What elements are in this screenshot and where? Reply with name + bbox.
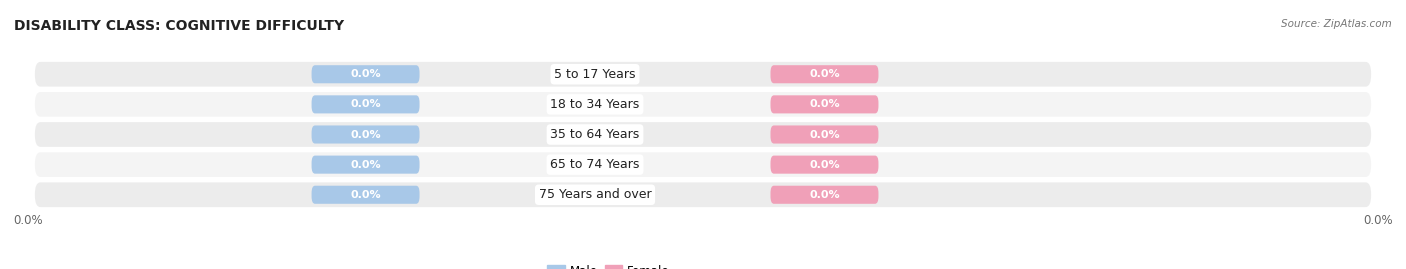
FancyBboxPatch shape bbox=[35, 122, 1371, 147]
FancyBboxPatch shape bbox=[770, 65, 879, 83]
FancyBboxPatch shape bbox=[35, 62, 1371, 87]
Text: Source: ZipAtlas.com: Source: ZipAtlas.com bbox=[1281, 19, 1392, 29]
Text: 0.0%: 0.0% bbox=[350, 190, 381, 200]
FancyBboxPatch shape bbox=[35, 92, 1371, 117]
FancyBboxPatch shape bbox=[770, 95, 879, 114]
Legend: Male, Female: Male, Female bbox=[543, 260, 675, 269]
FancyBboxPatch shape bbox=[312, 125, 419, 144]
Text: 0.0%: 0.0% bbox=[350, 99, 381, 109]
FancyBboxPatch shape bbox=[312, 65, 419, 83]
Text: 35 to 64 Years: 35 to 64 Years bbox=[550, 128, 640, 141]
Text: 0.0%: 0.0% bbox=[350, 69, 381, 79]
Text: 0.0%: 0.0% bbox=[350, 129, 381, 140]
Text: 75 Years and over: 75 Years and over bbox=[538, 188, 651, 201]
Text: 0.0%: 0.0% bbox=[810, 99, 839, 109]
FancyBboxPatch shape bbox=[35, 152, 1371, 177]
Text: 0.0%: 0.0% bbox=[810, 160, 839, 170]
Text: 65 to 74 Years: 65 to 74 Years bbox=[550, 158, 640, 171]
Text: 18 to 34 Years: 18 to 34 Years bbox=[550, 98, 640, 111]
FancyBboxPatch shape bbox=[770, 155, 879, 174]
Text: 0.0%: 0.0% bbox=[810, 190, 839, 200]
Text: 0.0%: 0.0% bbox=[810, 129, 839, 140]
Text: DISABILITY CLASS: COGNITIVE DIFFICULTY: DISABILITY CLASS: COGNITIVE DIFFICULTY bbox=[14, 19, 344, 33]
FancyBboxPatch shape bbox=[770, 186, 879, 204]
Text: 5 to 17 Years: 5 to 17 Years bbox=[554, 68, 636, 81]
FancyBboxPatch shape bbox=[312, 155, 419, 174]
FancyBboxPatch shape bbox=[770, 125, 879, 144]
FancyBboxPatch shape bbox=[312, 95, 419, 114]
FancyBboxPatch shape bbox=[35, 182, 1371, 207]
Text: 0.0%: 0.0% bbox=[350, 160, 381, 170]
Text: 0.0%: 0.0% bbox=[810, 69, 839, 79]
FancyBboxPatch shape bbox=[312, 186, 419, 204]
